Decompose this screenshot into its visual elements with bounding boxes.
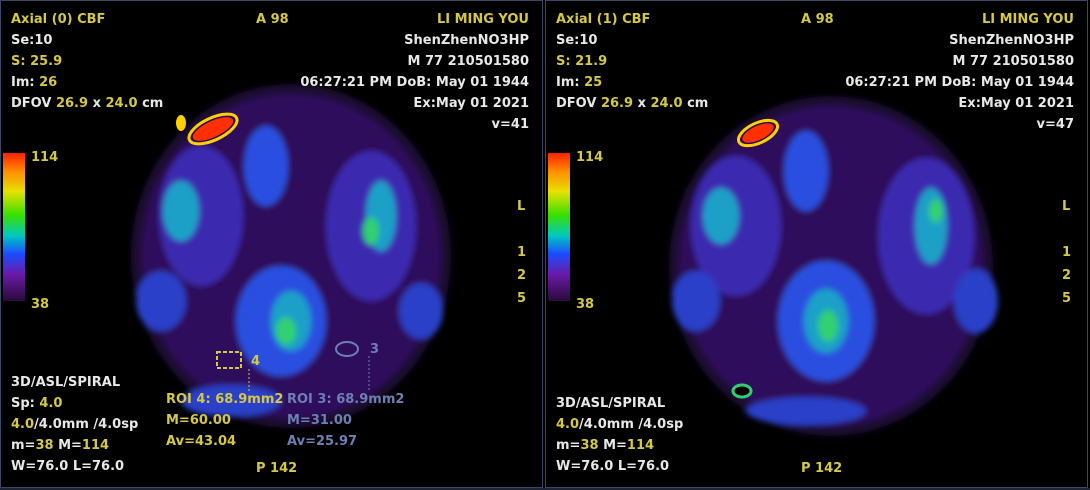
scale-max-label: 114 bbox=[31, 150, 59, 165]
side-label-1: 1 bbox=[517, 245, 527, 260]
side-label-l: L bbox=[517, 199, 526, 214]
hospital-name: ShenZhenNO3HP bbox=[949, 33, 1074, 48]
thickness-info: 4.0/4.0mm /4.0sp bbox=[556, 417, 684, 432]
viewport-title: Axial (0) CBF bbox=[11, 12, 106, 27]
roi-3-area: ROI 3: 68.9mm2 bbox=[287, 392, 405, 407]
color-scale-bar bbox=[3, 153, 25, 301]
side-label-5: 5 bbox=[517, 291, 527, 306]
patient-name: LI MING YOU bbox=[436, 12, 529, 27]
orientation-bottom: P 142 bbox=[801, 461, 843, 476]
dfov-info: DFOV 26.9 x 24.0 cm bbox=[11, 96, 164, 111]
spacing-info: Sp: 4.0 bbox=[11, 396, 63, 411]
roi-4-marker[interactable] bbox=[216, 351, 242, 369]
side-label-2-right: 2 bbox=[1062, 268, 1072, 283]
thickness-info: 4.0/4.0mm /4.0sp bbox=[11, 417, 139, 432]
roi-4-area: ROI 4: 68.9mm2 bbox=[166, 392, 284, 407]
side-label-1-right: 1 bbox=[1062, 245, 1072, 260]
view-number: v=47 bbox=[1036, 117, 1074, 132]
roi-3-average: Av=25.97 bbox=[287, 434, 358, 449]
patient-name: LI MING YOU bbox=[981, 12, 1074, 27]
image-info: Im: 25 bbox=[556, 75, 603, 90]
time-dob: 06:27:21 PM DoB: May 01 1944 bbox=[300, 75, 529, 90]
sequence-name: 3D/ASL/SPIRAL bbox=[11, 375, 121, 390]
scale-min-label: 38 bbox=[576, 297, 595, 312]
min-max-info: m=38 M=114 bbox=[556, 438, 655, 453]
window-level: W=76.0 L=76.0 bbox=[556, 459, 670, 474]
time-dob: 06:27:21 PM DoB: May 01 1944 bbox=[845, 75, 1074, 90]
orientation-top: A 98 bbox=[256, 12, 289, 27]
side-label-l-right: L bbox=[1062, 199, 1071, 214]
roi-3-mean: M=31.00 bbox=[287, 413, 352, 428]
roi-3-marker[interactable] bbox=[335, 341, 359, 357]
roi-4-mean: M=60.00 bbox=[166, 413, 231, 428]
exam-date: Ex:May 01 2021 bbox=[958, 96, 1074, 111]
brain-perfusion-image-right[interactable] bbox=[546, 1, 1088, 488]
viewport-title: Axial (1) CBF bbox=[556, 12, 651, 27]
image-info: Im: 26 bbox=[11, 75, 58, 90]
slice-info: S: 21.9 bbox=[556, 54, 608, 69]
roi-4-average: Av=43.04 bbox=[166, 434, 237, 449]
sequence-name: 3D/ASL/SPIRAL bbox=[556, 396, 666, 411]
viewport-left[interactable]: 114 38 Axial (0) CBF Se:10 S: 25.9 Im: 2… bbox=[0, 0, 543, 488]
viewport-right[interactable]: 114 38 Axial (1) CBF Se:10 S: 21.9 Im: 2… bbox=[545, 0, 1088, 488]
view-number: v=41 bbox=[491, 117, 529, 132]
min-max-info: m=38 M=114 bbox=[11, 438, 110, 453]
brain-perfusion-image-left[interactable] bbox=[1, 1, 543, 488]
series-info: Se:10 bbox=[11, 33, 53, 48]
window-level: W=76.0 L=76.0 bbox=[11, 459, 125, 474]
side-label-5-right: 5 bbox=[1062, 291, 1072, 306]
dfov-info: DFOV 26.9 x 24.0 cm bbox=[556, 96, 709, 111]
exam-date: Ex:May 01 2021 bbox=[413, 96, 529, 111]
bottom-frame bbox=[0, 488, 1090, 490]
orientation-top: A 98 bbox=[801, 12, 834, 27]
roi-4-number: 4 bbox=[251, 354, 261, 369]
patient-id: M 77 210501580 bbox=[407, 54, 530, 69]
orientation-bottom: P 142 bbox=[256, 461, 298, 476]
scale-max-label: 114 bbox=[576, 150, 604, 165]
scale-min-label: 38 bbox=[31, 297, 50, 312]
slice-info: S: 25.9 bbox=[11, 54, 63, 69]
hospital-name: ShenZhenNO3HP bbox=[404, 33, 529, 48]
side-label-2: 2 bbox=[517, 268, 527, 283]
roi-3-number: 3 bbox=[370, 342, 380, 357]
color-scale-bar bbox=[548, 153, 570, 301]
patient-id: M 77 210501580 bbox=[952, 54, 1075, 69]
series-info: Se:10 bbox=[556, 33, 598, 48]
